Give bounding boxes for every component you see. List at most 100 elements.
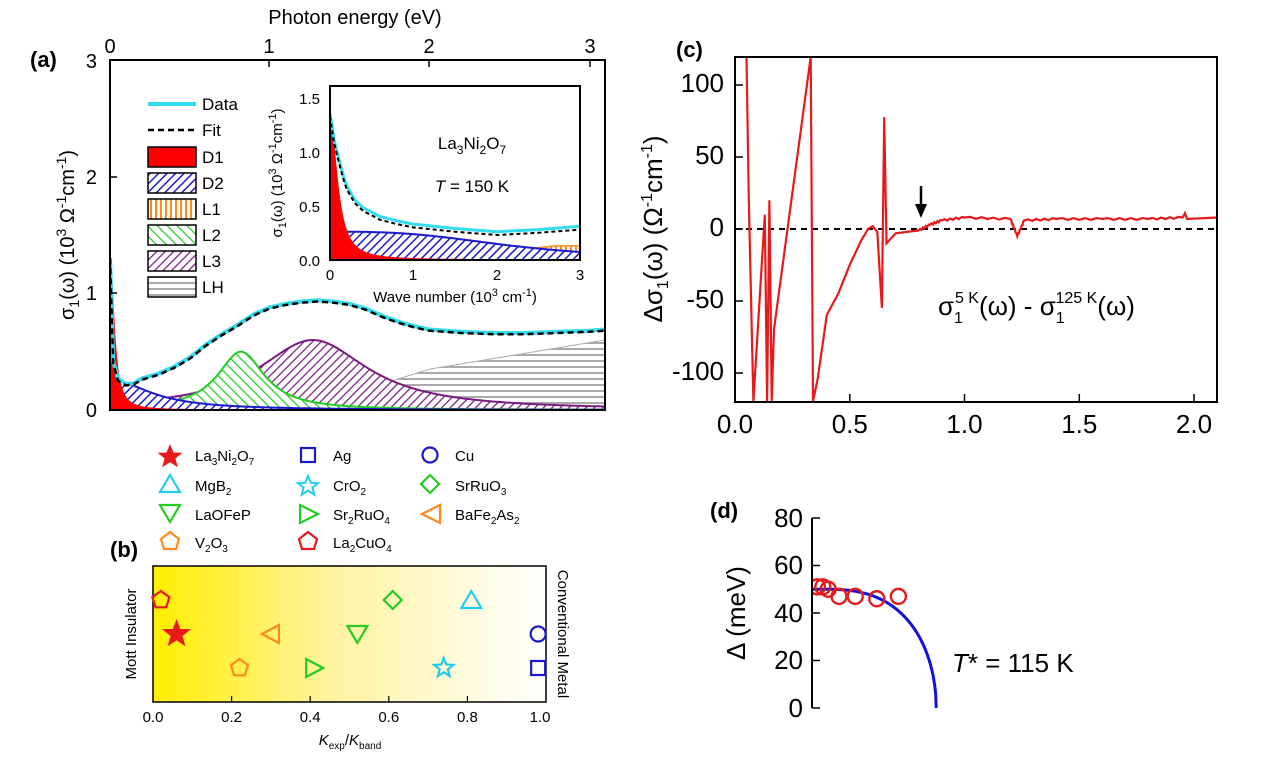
legend-swatch-L2	[147, 224, 197, 246]
point-srruo3	[382, 589, 404, 611]
y-tick-label: 0	[710, 212, 724, 242]
y-tick-label: 100	[681, 68, 724, 98]
legend-swatch-D1	[147, 146, 197, 168]
point-v2o3	[229, 657, 250, 677]
x-tick-label: 0.0	[717, 409, 753, 439]
inset-x-tick: 3	[576, 267, 584, 284]
y-tick-label: 40	[774, 598, 803, 628]
inset-plot-area	[330, 112, 580, 260]
panel-a-y-ticks: 0 1 2 3	[86, 51, 97, 422]
legend-label: Fit	[202, 121, 221, 140]
top-tick-label: 1	[263, 36, 274, 58]
panel-a-legend: Data Fit D1 D2 L1 L2 L3 LH	[147, 95, 238, 298]
legend-item-la3ni2o7: La3Ni2O7	[157, 444, 255, 468]
gap-point	[830, 587, 848, 606]
legend-label: D2	[202, 174, 224, 193]
panel-c-ticks	[735, 84, 1195, 402]
panel-d-annotation: T* = 115 K	[952, 648, 1074, 678]
panel-d-y-axis-label: Δ (meV)	[721, 566, 751, 660]
y-tick-label: 60	[774, 550, 803, 580]
legend-item-v2o3: V2O3	[159, 530, 228, 555]
top-tick-label: 3	[584, 36, 595, 58]
x-tick-label: 0.5	[832, 409, 868, 439]
legend-item-cu: Cu	[421, 446, 474, 465]
panel-c: (c) 100 50 0 -50 -100 0.0 0.5 1.0 1.5 2.…	[638, 37, 1218, 439]
panel-c-y-axis-label: Δσ1(ω) (Ω-1cm-1)	[638, 135, 672, 322]
panel-b-points	[151, 588, 547, 679]
y-tick-label: 20	[774, 645, 803, 675]
panel-b-label: (b)	[110, 537, 138, 562]
series-delta-sigma	[745, 57, 1217, 402]
arrow-marker	[915, 186, 927, 218]
y-tick-label: 1	[86, 283, 97, 305]
top-tick-label: 2	[423, 36, 434, 58]
panel-d: (d) 80 60 40 20 0 Δ (meV) T* = 115 K	[710, 498, 1074, 723]
panel-b: (b) La3Ni2O7 MgB2 LaOFeP V2O3 Ag	[110, 444, 571, 752]
x-tick-label: 0.6	[378, 709, 399, 726]
legend-item-srruo3: SrRuO3	[419, 473, 507, 498]
x-tick-label: 0.4	[300, 709, 321, 726]
legend-label: LaOFeP	[195, 507, 251, 524]
x-tick-label: 1.0	[530, 709, 551, 726]
x-tick-label: 2.0	[1176, 409, 1212, 439]
x-tick-label: 1.5	[1061, 409, 1097, 439]
x-tick-label: 0.8	[457, 709, 478, 726]
legend-label: La2CuO4	[333, 535, 392, 555]
bcs-fit-line	[812, 587, 938, 708]
panel-a-y-axis-label: σ1(ω) (103 Ω-1cm-1)	[53, 150, 82, 320]
legend-label: SrRuO3	[455, 478, 507, 498]
inset-fit-line	[330, 116, 580, 237]
legend-label: L3	[202, 252, 221, 271]
x-tick-label: 0.2	[221, 709, 242, 726]
inset-area-D2	[330, 230, 580, 260]
x-tick-label: 0.0	[143, 709, 164, 726]
gap-point	[812, 578, 827, 596]
point-mgb2	[459, 588, 484, 610]
point-ag	[530, 659, 547, 677]
panel-c-label: (c)	[676, 37, 703, 62]
inset-data-line	[330, 112, 580, 234]
legend-label: Sr2RuO4	[333, 507, 390, 527]
gap-data-points	[812, 578, 908, 608]
panel-b-x-axis-label: Kexp/Kband	[319, 732, 382, 752]
panel-a-top-ticks: 0 1 2 3	[104, 36, 595, 58]
inset-y-tick: 1.5	[299, 91, 320, 108]
y-tick-label: 80	[774, 503, 803, 533]
legend-swatch-L1	[147, 198, 197, 220]
inset-y-tick: 1.0	[299, 145, 320, 162]
panel-a: (a) Photon energy (eV) 0 1 2 3 0 1 2 3 σ…	[30, 7, 606, 422]
inset-temperature: T = 150 K	[435, 177, 510, 196]
y-tick-label: 50	[695, 140, 724, 170]
gap-point	[868, 590, 886, 608]
legend-label: L1	[202, 200, 221, 219]
legend-item-mgb2: MgB2	[158, 472, 232, 498]
inset-y-tick: 0.0	[299, 253, 320, 270]
legend-label: La3Ni2O7	[195, 448, 255, 468]
legend-label: LH	[202, 278, 224, 297]
panel-a-top-axis-label: Photon energy (eV)	[268, 7, 441, 29]
x-tick-label: 1.0	[946, 409, 982, 439]
legend-label: D1	[202, 148, 224, 167]
panel-d-label: (d)	[710, 498, 738, 523]
inset-y-tick: 0.5	[299, 199, 320, 216]
point-bafe2as2	[259, 623, 280, 645]
inset-title: La3Ni2O7	[438, 134, 507, 157]
inset-x-tick: 0	[326, 267, 334, 284]
top-tick-label: 0	[104, 36, 115, 58]
legend-swatch-L3	[147, 250, 197, 272]
legend-label: Cu	[455, 448, 474, 465]
gap-point	[889, 587, 908, 606]
legend-label: CrO2	[333, 478, 367, 498]
panel-b-left-label: Mott Insulator	[123, 589, 140, 680]
point-sr2ruo4	[305, 657, 326, 679]
point-la2cuo4	[151, 589, 171, 609]
y-tick-label: 0	[789, 693, 803, 723]
panel-a-inset: La3Ni2O7 T = 150 K 0.0 0.5 1.0 1.5 0 1 2…	[267, 85, 584, 306]
point-cu	[529, 625, 547, 643]
inset-frame	[329, 85, 581, 261]
panel-c-plot-area	[735, 57, 1217, 402]
legend-item-cro2: CrO2	[295, 473, 367, 498]
legend-item-bafe2as2: BaFe2As2	[419, 503, 520, 527]
legend-label: Data	[202, 95, 238, 114]
